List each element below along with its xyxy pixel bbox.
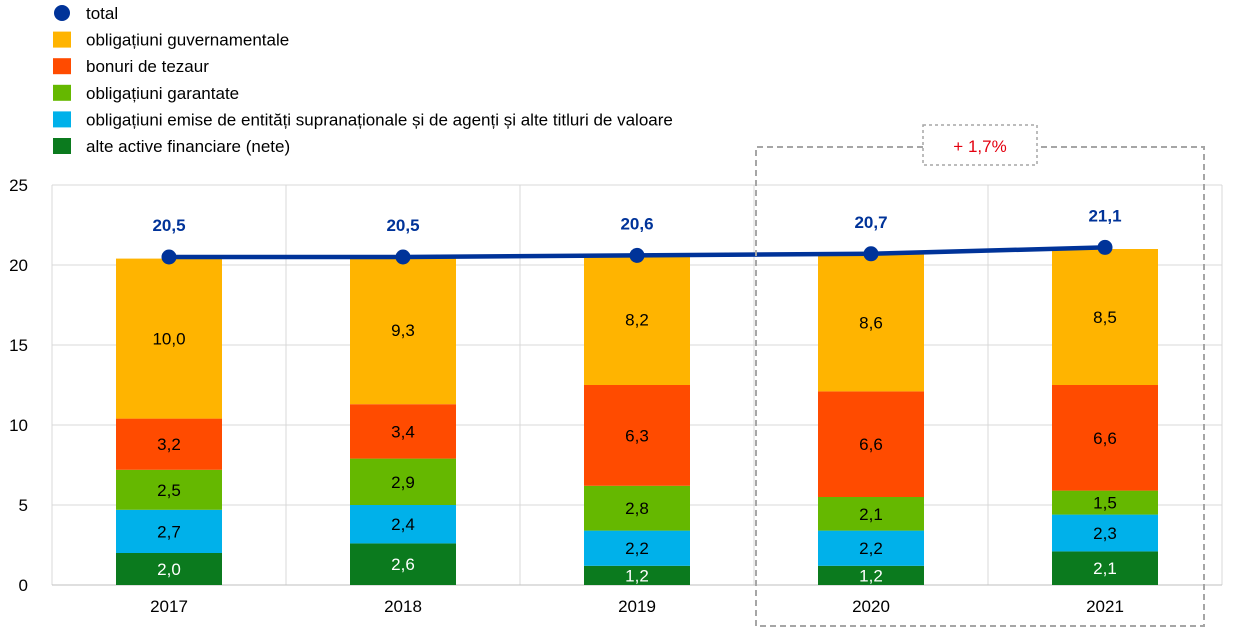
bar-segment xyxy=(116,418,222,470)
legend-label: obligațiuni garantate xyxy=(86,84,239,103)
segment-value-label: 2,9 xyxy=(391,473,415,492)
total-point xyxy=(395,249,411,265)
legend-swatch xyxy=(53,31,71,48)
segment-labels: 2,0 2,7 2,5 3,2 10,0 2,6 2,4 2,9 3,4 9,3 1,2 2,2 2,8… xyxy=(152,308,1116,585)
bar-segment xyxy=(584,253,690,385)
segment-value-label: 2,2 xyxy=(625,539,649,558)
segment-value-label: 8,2 xyxy=(625,310,649,329)
legend-label: bonuri de tezaur xyxy=(86,57,209,76)
y-tick-label: 0 xyxy=(19,576,28,595)
legend-label: obligațiuni guvernamentale xyxy=(86,31,289,50)
bar-segment xyxy=(350,505,456,544)
total-value-label: 21,1 xyxy=(1088,206,1121,225)
legend: total obligațiuni guvernamentale bonuri de… xyxy=(53,4,673,156)
bar-segment xyxy=(350,458,456,505)
total-point xyxy=(1097,239,1113,255)
total-value-label: 20,7 xyxy=(854,213,887,232)
bar-segment xyxy=(1052,514,1158,552)
segment-value-label: 2,5 xyxy=(157,481,181,500)
x-axis: 2017 2018 2019 2020 2021 xyxy=(150,597,1124,616)
x-tick-label: 2017 xyxy=(150,597,188,616)
total-point xyxy=(863,246,879,262)
annotation-label-box xyxy=(922,124,1038,166)
bar-segment xyxy=(116,258,222,419)
y-tick-label: 25 xyxy=(9,176,28,195)
segment-value-label: 8,5 xyxy=(1093,308,1117,327)
bar-segment xyxy=(818,565,924,585)
bar-segment xyxy=(116,553,222,585)
segment-value-label: 10,0 xyxy=(152,330,185,349)
bar-segment xyxy=(818,497,924,531)
legend-swatch xyxy=(53,84,71,101)
bar-segment xyxy=(1052,551,1158,585)
legend-swatch xyxy=(53,58,71,75)
y-tick-label: 5 xyxy=(19,496,28,515)
segment-value-label: 2,8 xyxy=(625,499,649,518)
total-point xyxy=(629,247,645,263)
segment-value-label: 3,4 xyxy=(391,422,415,441)
grid-lines xyxy=(51,184,1223,586)
y-axis: 0 5 10 15 20 25 xyxy=(9,176,28,595)
bar-segment xyxy=(350,404,456,459)
y-tick-label: 20 xyxy=(9,256,28,275)
segment-value-label: 2,2 xyxy=(859,539,883,558)
y-tick-label: 10 xyxy=(9,416,28,435)
total-value-label: 20,5 xyxy=(152,216,185,235)
bar-segment xyxy=(584,530,690,566)
segment-value-label: 6,6 xyxy=(1093,429,1117,448)
segment-value-label: 9,3 xyxy=(391,321,415,340)
total-line: 20,5 20,5 20,6 20,7 21,1 xyxy=(152,206,1122,265)
bars xyxy=(116,249,1158,585)
legend-label: obligațiuni emise de entități supranațio… xyxy=(86,110,673,129)
x-tick-label: 2018 xyxy=(384,597,422,616)
segment-value-label: 6,6 xyxy=(859,435,883,454)
segment-value-label: 2,7 xyxy=(157,522,181,541)
segment-value-label: 2,6 xyxy=(391,555,415,574)
bar-segment xyxy=(584,485,690,531)
bar-segment xyxy=(584,565,690,585)
segment-value-label: 2,3 xyxy=(1093,524,1117,543)
bar-segment xyxy=(1052,385,1158,491)
legend-marker-total xyxy=(54,5,70,21)
bar-segment xyxy=(818,530,924,566)
segment-value-label: 2,1 xyxy=(1093,559,1117,578)
segment-value-label: 1,2 xyxy=(625,566,649,585)
bar-segment xyxy=(116,469,222,510)
y-tick-label: 15 xyxy=(9,336,28,355)
bar-segment xyxy=(350,543,456,585)
segment-value-label: 8,6 xyxy=(859,314,883,333)
segment-value-label: 2,0 xyxy=(157,560,181,579)
x-tick-label: 2021 xyxy=(1086,597,1124,616)
legend-label: alte active financiare (nete) xyxy=(86,137,290,156)
total-point xyxy=(161,249,177,265)
segment-value-label: 2,1 xyxy=(859,505,883,524)
bar-segment xyxy=(584,385,690,486)
legend-label: total xyxy=(86,4,118,23)
bar-segment xyxy=(350,255,456,405)
annotation-dashed-box xyxy=(755,146,1205,627)
legend-swatch xyxy=(53,138,71,154)
bar-segment xyxy=(1052,249,1158,385)
bar-segment xyxy=(1052,490,1158,515)
bar-segment xyxy=(116,509,222,553)
total-value-label: 20,5 xyxy=(386,216,419,235)
x-tick-label: 2019 xyxy=(618,597,656,616)
bar-segment xyxy=(818,253,924,392)
bar-segment xyxy=(818,391,924,497)
segment-value-label: 1,2 xyxy=(859,566,883,585)
segment-value-label: 3,2 xyxy=(157,435,181,454)
legend-swatch xyxy=(53,111,71,128)
x-tick-label: 2020 xyxy=(852,597,890,616)
annotation: + 1,7% xyxy=(755,124,1205,627)
total-value-label: 20,6 xyxy=(620,214,653,233)
segment-value-label: 1,5 xyxy=(1093,494,1117,513)
segment-value-label: 6,3 xyxy=(625,426,649,445)
annotation-label: + 1,7% xyxy=(953,137,1006,156)
segment-value-label: 2,4 xyxy=(391,515,415,534)
